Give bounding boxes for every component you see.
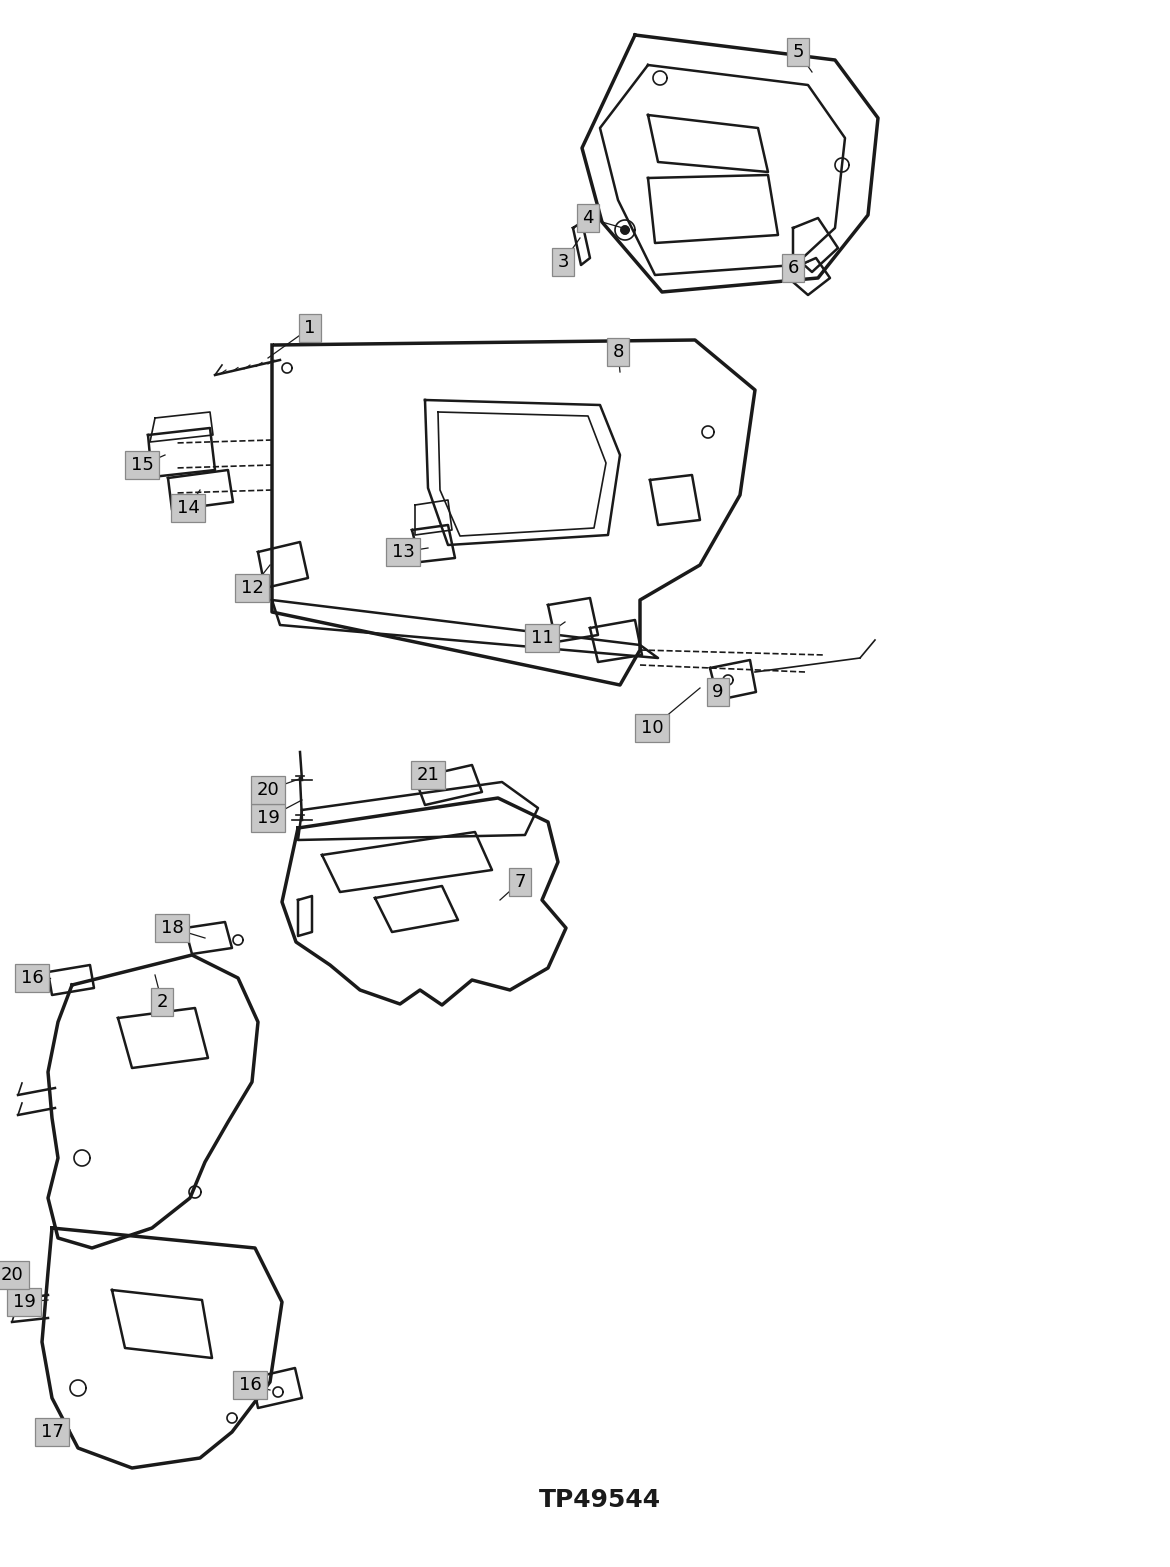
- Text: 10: 10: [641, 719, 663, 736]
- Text: 16: 16: [21, 968, 43, 987]
- Text: 20: 20: [256, 780, 280, 799]
- Text: 8: 8: [612, 343, 624, 360]
- Text: 3: 3: [557, 252, 569, 271]
- Polygon shape: [702, 426, 714, 439]
- Polygon shape: [273, 1387, 283, 1398]
- Text: 18: 18: [160, 918, 184, 937]
- Polygon shape: [233, 935, 243, 945]
- Text: TP49544: TP49544: [539, 1489, 661, 1512]
- Polygon shape: [74, 1150, 90, 1166]
- Polygon shape: [723, 675, 732, 685]
- Polygon shape: [621, 226, 629, 233]
- Text: 16: 16: [239, 1376, 261, 1395]
- Polygon shape: [653, 71, 667, 85]
- Text: 5: 5: [792, 42, 804, 61]
- Text: 19: 19: [13, 1293, 35, 1312]
- Text: 11: 11: [531, 628, 553, 647]
- Polygon shape: [282, 364, 292, 373]
- Text: 9: 9: [713, 683, 724, 700]
- Text: 7: 7: [515, 873, 525, 892]
- Text: 20: 20: [1, 1266, 23, 1283]
- Text: 13: 13: [392, 544, 414, 561]
- Text: 2: 2: [157, 993, 167, 1011]
- Text: 4: 4: [583, 208, 593, 227]
- Text: 17: 17: [41, 1423, 63, 1442]
- Text: 21: 21: [417, 766, 440, 784]
- Text: 15: 15: [131, 456, 153, 473]
- Polygon shape: [227, 1413, 238, 1423]
- Polygon shape: [835, 158, 849, 172]
- Text: 6: 6: [787, 259, 799, 277]
- Text: 1: 1: [304, 320, 316, 337]
- Polygon shape: [615, 219, 635, 240]
- Polygon shape: [190, 1186, 201, 1199]
- Text: 19: 19: [256, 809, 280, 827]
- Polygon shape: [70, 1381, 87, 1396]
- Text: 14: 14: [177, 498, 199, 517]
- Text: 12: 12: [241, 578, 263, 597]
